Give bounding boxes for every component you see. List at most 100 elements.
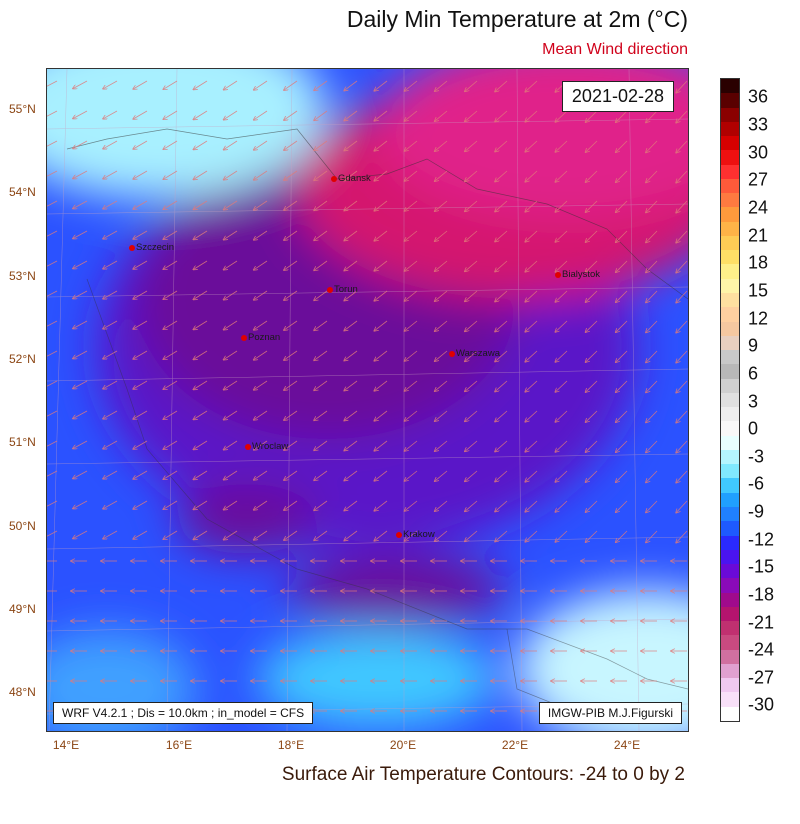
colorbar-label: 27 [748,169,769,190]
wind-arrow [405,80,418,91]
wind-arrow [374,170,388,181]
wind-arrow [163,320,178,329]
wind-arrow [314,470,328,480]
wind-arrow [465,470,478,481]
wind-arrow [405,440,418,451]
wind-arrow [163,500,178,509]
wind-arrow [465,80,478,91]
wind-arrow [555,170,568,182]
wind-arrow [435,530,448,541]
wind-arrow [73,410,88,419]
colorbar-swatch [721,193,739,208]
wind-arrow [224,140,238,150]
colorbar-swatch [721,649,739,665]
wind-arrow [73,530,88,539]
wind-arrow [103,470,118,479]
wind-arrow [163,290,178,299]
wind-arrow [465,350,478,361]
colorbar-label: -3 [748,446,765,467]
wind-arrow [133,200,148,209]
wind-arrow [555,500,568,512]
wind-arrow [676,230,688,243]
wind-arrow [495,200,508,212]
wind-arrow [103,500,118,509]
wind-arrow [525,470,538,482]
wind-arrow [254,290,268,300]
wind-arrow [495,410,508,422]
wind-arrow [374,410,388,421]
wind-arrow [374,530,388,541]
wind-arrow [646,140,658,153]
colorbar-swatch [721,692,739,708]
colorbar-swatch [721,592,739,608]
wind-arrow [646,410,658,423]
wind-arrow [646,110,658,123]
wind-arrow [314,140,328,150]
colorbar-swatch [721,706,739,722]
wind-arrow [586,440,598,452]
wind-arrow [465,440,478,451]
wind-arrow [314,320,328,330]
colorbar-swatch [721,164,739,180]
wind-arrow [47,500,58,508]
wind-arrow [163,110,178,119]
colorbar-label: 36 [748,86,769,107]
colorbar-swatch [721,250,739,265]
wind-arrow [284,80,298,90]
wind-arrow [495,230,508,242]
wind-arrow [374,380,388,391]
colorbar-label: -15 [748,556,775,577]
wind-arrow [435,380,448,391]
wind-arrow [284,380,298,390]
wind-arrow [555,410,568,422]
wind-arrow [344,500,358,511]
wind-arrow [344,380,358,391]
wind-arrow [405,470,418,481]
wind-arrow [495,320,508,332]
wind-arrow [586,530,598,542]
wind-arrow [344,230,358,241]
wind-arrow [47,290,58,298]
wind-arrow [465,200,478,211]
wind-arrow [133,170,148,179]
wind-arrow [586,260,598,272]
city-marker [327,287,333,293]
wind-arrow [163,470,178,479]
colorbar-label: -30 [748,694,775,715]
wind-arrow [616,110,628,122]
colorbar-swatch [721,293,739,308]
credit-info: IMGW-PIB M.J.Figurski [538,702,682,724]
wind-arrow [405,170,418,181]
wind-arrow [193,200,208,210]
wind-arrow [73,350,88,359]
wind-arrow [314,200,328,210]
latitude-label: 52°N [9,352,36,366]
latitude-label: 48°N [9,685,36,699]
wind-arrow [374,440,388,451]
wind-arrow [73,200,88,209]
wind-arrow [646,230,658,243]
wind-arrow [405,260,418,271]
wind-arrow [646,380,658,393]
wind-arrow [254,200,268,210]
wind-arrow [163,260,178,269]
wind-arrow [646,290,658,303]
city-marker [245,444,251,450]
wind-arrow [103,380,118,389]
wind-arrow [193,230,208,240]
colorbar-swatch [721,621,739,636]
wind-arrow [73,230,88,239]
wind-arrow [374,290,388,301]
colorbar-label: 30 [748,142,769,163]
temperature-map: 2021-02-28 WRF V4.2.1 ; Dis = 10.0km ; i… [46,68,689,732]
wind-arrow [676,200,688,213]
wind-arrow [47,470,58,478]
wind-arrow [646,440,658,453]
wind-arrow [374,200,388,211]
wind-arrow [224,530,238,540]
wind-arrow [676,320,688,333]
wind-arrow [555,350,568,362]
colorbar-swatch [721,521,739,537]
wind-arrow [374,500,388,511]
wind-arrow [193,140,208,150]
